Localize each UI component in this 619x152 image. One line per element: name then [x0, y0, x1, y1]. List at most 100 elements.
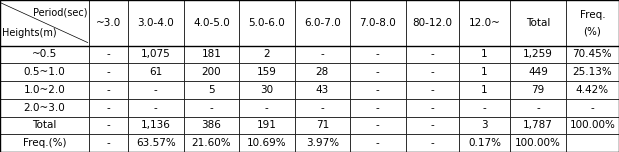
Bar [128, 134, 184, 152]
Bar [405, 63, 459, 81]
Bar [459, 46, 510, 63]
Bar [510, 134, 566, 152]
Bar [566, 81, 619, 99]
Text: -: - [154, 85, 158, 95]
Text: -: - [376, 49, 379, 59]
Bar [350, 117, 405, 134]
Bar [459, 134, 510, 152]
Bar [0, 81, 89, 99]
Text: -: - [209, 103, 213, 113]
Text: Total: Total [526, 18, 550, 28]
Bar [89, 46, 128, 63]
Bar [405, 99, 459, 117]
Bar [350, 46, 405, 63]
Text: 191: 191 [257, 120, 277, 130]
Text: ~3.0: ~3.0 [96, 18, 121, 28]
Text: 2: 2 [264, 49, 270, 59]
Bar [89, 0, 128, 46]
Text: (%): (%) [583, 27, 601, 37]
Text: 28: 28 [316, 67, 329, 77]
Text: 1: 1 [481, 49, 488, 59]
Text: 1,136: 1,136 [141, 120, 171, 130]
Text: 1: 1 [481, 85, 488, 95]
Text: ~0.5: ~0.5 [32, 49, 57, 59]
Text: -: - [106, 120, 110, 130]
Text: 181: 181 [201, 49, 221, 59]
Bar [566, 99, 619, 117]
Bar [459, 99, 510, 117]
Bar [295, 134, 350, 152]
Text: 71: 71 [316, 120, 329, 130]
Bar [184, 117, 239, 134]
Bar [510, 81, 566, 99]
Text: 6.0-7.0: 6.0-7.0 [304, 18, 340, 28]
Bar [0, 134, 89, 152]
Bar [184, 63, 239, 81]
Text: -: - [376, 85, 379, 95]
Bar [239, 81, 295, 99]
Bar [350, 63, 405, 81]
Text: -: - [321, 49, 324, 59]
Bar [459, 0, 510, 46]
Text: Period(sec): Period(sec) [33, 8, 87, 18]
Bar [510, 46, 566, 63]
Text: 1: 1 [481, 67, 488, 77]
Bar [239, 0, 295, 46]
Text: 7.0-8.0: 7.0-8.0 [360, 18, 396, 28]
Text: -: - [483, 103, 487, 113]
Text: -: - [376, 120, 379, 130]
Bar [350, 134, 405, 152]
Bar [239, 134, 295, 152]
Bar [0, 99, 89, 117]
Bar [350, 99, 405, 117]
Bar [459, 63, 510, 81]
Text: Freq.: Freq. [579, 10, 605, 20]
Text: 3.0-4.0: 3.0-4.0 [137, 18, 174, 28]
Text: -: - [376, 67, 379, 77]
Text: -: - [430, 49, 434, 59]
Text: 2.0~3.0: 2.0~3.0 [24, 103, 66, 113]
Text: -: - [376, 138, 379, 148]
Bar [128, 117, 184, 134]
Bar [510, 117, 566, 134]
Text: 12.0~: 12.0~ [469, 18, 501, 28]
Bar [295, 63, 350, 81]
Text: -: - [106, 138, 110, 148]
Bar [239, 117, 295, 134]
Text: 0.5~1.0: 0.5~1.0 [24, 67, 66, 77]
Bar [89, 81, 128, 99]
Bar [295, 117, 350, 134]
Text: 1.0~2.0: 1.0~2.0 [24, 85, 66, 95]
Text: 159: 159 [257, 67, 277, 77]
Text: 386: 386 [201, 120, 221, 130]
Text: -: - [106, 85, 110, 95]
Bar [128, 81, 184, 99]
Bar [510, 0, 566, 46]
Text: 1,787: 1,787 [523, 120, 553, 130]
Text: 30: 30 [260, 85, 274, 95]
Bar [0, 117, 89, 134]
Bar [128, 0, 184, 46]
Text: -: - [536, 103, 540, 113]
Text: 3: 3 [481, 120, 488, 130]
Text: 100.00%: 100.00% [515, 138, 561, 148]
Text: -: - [154, 103, 158, 113]
Text: -: - [106, 49, 110, 59]
Bar [184, 46, 239, 63]
Bar [295, 99, 350, 117]
Text: 449: 449 [528, 67, 548, 77]
Text: 5: 5 [208, 85, 215, 95]
Bar [239, 63, 295, 81]
Text: Heights(m): Heights(m) [2, 28, 56, 38]
Text: 61: 61 [149, 67, 162, 77]
Bar [184, 134, 239, 152]
Text: -: - [430, 103, 434, 113]
Bar [350, 0, 405, 46]
Bar [0, 46, 89, 63]
Bar [405, 81, 459, 99]
Text: 4.42%: 4.42% [576, 85, 609, 95]
Bar [0, 63, 89, 81]
Text: 80-12.0: 80-12.0 [412, 18, 452, 28]
Bar [295, 0, 350, 46]
Text: -: - [430, 85, 434, 95]
